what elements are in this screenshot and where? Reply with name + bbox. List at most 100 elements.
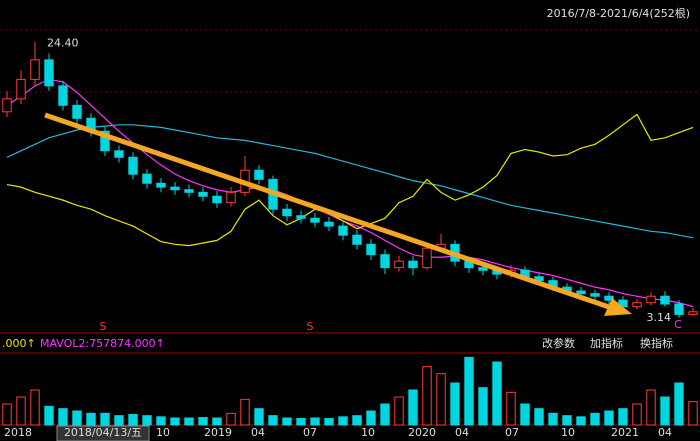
volume-bar bbox=[422, 366, 432, 426]
volume-bar bbox=[282, 417, 292, 426]
x-tick-label: 10 bbox=[361, 426, 375, 439]
candle-body bbox=[576, 290, 586, 295]
candle-body bbox=[618, 299, 628, 308]
candle-body bbox=[394, 260, 404, 269]
volume-bar bbox=[198, 417, 208, 426]
x-tick-label: 2021 bbox=[611, 426, 639, 439]
candle-body bbox=[170, 186, 180, 191]
candle-body bbox=[142, 173, 152, 184]
volume-bar bbox=[2, 403, 12, 426]
candle-body bbox=[58, 85, 68, 106]
x-tick-label: 10 bbox=[561, 426, 575, 439]
cursor-label: 2018/04/13/五 bbox=[64, 426, 142, 439]
candle-body bbox=[408, 260, 418, 269]
candle-body bbox=[380, 254, 390, 269]
volume-bar bbox=[520, 403, 530, 426]
candle-body bbox=[72, 104, 82, 119]
volume-bar bbox=[324, 417, 334, 426]
volume-bar bbox=[184, 417, 194, 426]
date-range: 2016/7/8-2021/6/4(252根) bbox=[547, 6, 690, 20]
volume-bar bbox=[352, 415, 362, 426]
volume-bar bbox=[58, 408, 68, 426]
volume-bar bbox=[296, 417, 306, 426]
button[interactable]: 加指标 bbox=[590, 336, 623, 350]
volume-bar bbox=[86, 412, 96, 426]
x-tick-label: 2018 bbox=[4, 426, 32, 439]
volume-bar bbox=[506, 391, 516, 426]
candle-body bbox=[296, 215, 306, 219]
candle-body bbox=[128, 156, 138, 175]
x-tick-label: 04 bbox=[251, 426, 265, 439]
candle-body bbox=[688, 311, 698, 315]
volume-legend: MAVOL2:757874.000↑ bbox=[40, 337, 165, 350]
x-tick-label: 04 bbox=[455, 426, 469, 439]
x-tick-label: 2020 bbox=[408, 426, 436, 439]
volume-bar bbox=[688, 401, 698, 426]
volume-bar bbox=[394, 396, 404, 426]
volume-bar bbox=[128, 414, 138, 426]
candle-body bbox=[226, 191, 236, 204]
x-tick-label: 07 bbox=[505, 426, 519, 439]
candle-body bbox=[2, 98, 12, 113]
volume-bar bbox=[534, 408, 544, 426]
trend-arrow bbox=[44, 112, 613, 311]
candle-body bbox=[604, 295, 614, 301]
volume-bar bbox=[114, 415, 124, 426]
volume-bar bbox=[590, 412, 600, 426]
moving-average bbox=[6, 124, 694, 239]
volume-bar bbox=[310, 417, 320, 426]
candle-body bbox=[366, 243, 376, 256]
volume-bar bbox=[380, 403, 390, 426]
candle-body bbox=[352, 234, 362, 245]
volume-bar bbox=[30, 389, 40, 426]
volume-bar bbox=[436, 373, 446, 426]
high-label: 24.40 bbox=[47, 37, 79, 50]
candle-body bbox=[310, 217, 320, 223]
candle-body bbox=[184, 189, 194, 193]
volume-bar bbox=[366, 410, 376, 426]
candle-body bbox=[674, 303, 684, 315]
volume-bar bbox=[156, 416, 166, 426]
volume-bar bbox=[338, 416, 348, 426]
x-tick-label: 07 bbox=[303, 426, 317, 439]
volume-bar bbox=[212, 417, 222, 426]
candle-body bbox=[590, 293, 600, 297]
volume-bar bbox=[618, 408, 628, 426]
candle-body bbox=[422, 247, 432, 269]
volume-bar bbox=[548, 412, 558, 426]
volume-bar bbox=[142, 415, 152, 426]
candle-body bbox=[338, 225, 348, 236]
volume-bar bbox=[660, 396, 670, 426]
cursor-box bbox=[56, 425, 150, 441]
candle-body bbox=[632, 302, 642, 308]
volume-bar bbox=[408, 389, 418, 426]
volume-bar bbox=[226, 412, 236, 426]
x-tick-label: 2019 bbox=[204, 426, 232, 439]
volume-bar bbox=[632, 403, 642, 426]
candle-body bbox=[212, 195, 222, 204]
signal-marker: C bbox=[674, 318, 682, 331]
candle-body bbox=[114, 150, 124, 158]
moving-average bbox=[6, 78, 694, 308]
button[interactable]: 改参数 bbox=[542, 336, 575, 350]
candle-body bbox=[100, 130, 110, 152]
volume-bar bbox=[576, 416, 586, 426]
volume-bar bbox=[674, 382, 684, 426]
volume-bar bbox=[268, 415, 278, 426]
volume-bar bbox=[44, 405, 54, 426]
volume-bar bbox=[492, 361, 502, 426]
candle-body bbox=[324, 221, 334, 227]
volume-bar bbox=[478, 387, 488, 426]
volume-bar bbox=[254, 408, 264, 426]
button[interactable]: 换指标 bbox=[640, 336, 673, 350]
arrow-head bbox=[604, 298, 632, 316]
signal-marker: S bbox=[100, 320, 107, 333]
candle-body bbox=[198, 191, 208, 197]
volume-bar bbox=[72, 410, 82, 426]
index-overlay bbox=[6, 113, 694, 247]
candle-body bbox=[254, 169, 264, 180]
candle-body bbox=[16, 78, 26, 100]
volume-bar bbox=[100, 412, 110, 426]
volume-bar bbox=[240, 398, 250, 426]
